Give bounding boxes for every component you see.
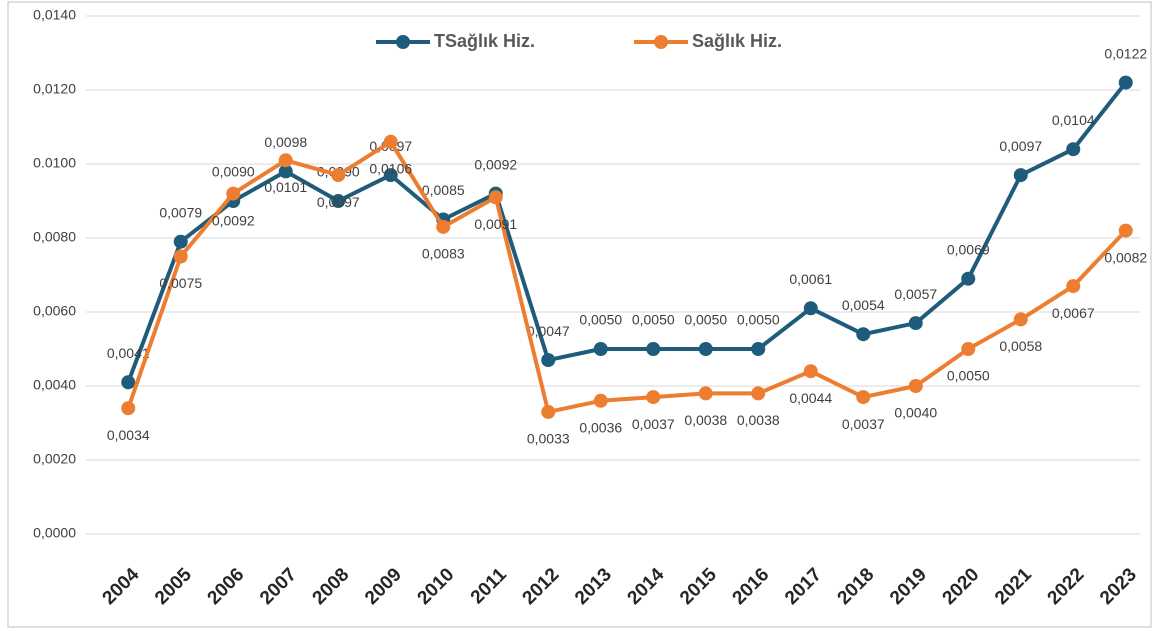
data-point bbox=[908, 316, 923, 331]
data-label: 0,0082 bbox=[1104, 249, 1147, 265]
data-label: 0,0057 bbox=[894, 286, 937, 302]
data-label: 0,0122 bbox=[1104, 45, 1147, 61]
data-label: 0,0083 bbox=[422, 246, 465, 262]
y-tick-label: 0,0020 bbox=[33, 451, 76, 467]
data-label: 0,0050 bbox=[684, 312, 727, 328]
data-point bbox=[646, 342, 661, 356]
data-point bbox=[698, 342, 713, 356]
legend-label: TSağlık Hiz. bbox=[434, 31, 535, 51]
data-point bbox=[278, 153, 293, 168]
data-label: 0,0050 bbox=[737, 312, 780, 328]
data-point bbox=[121, 401, 136, 416]
data-point bbox=[331, 194, 346, 208]
data-label: 0,0067 bbox=[1052, 305, 1095, 321]
data-label: 0,0092 bbox=[474, 156, 517, 172]
data-label: 0,0085 bbox=[422, 182, 465, 198]
data-label: 0,0047 bbox=[527, 323, 570, 339]
legend-marker bbox=[396, 35, 410, 49]
chart-frame bbox=[7, 1, 1152, 628]
data-point bbox=[908, 379, 923, 393]
data-point bbox=[541, 404, 556, 419]
data-point bbox=[331, 168, 346, 183]
data-point bbox=[383, 134, 398, 149]
data-label: 0,0034 bbox=[107, 427, 150, 443]
data-point bbox=[593, 342, 608, 356]
data-label: 0,0098 bbox=[264, 134, 307, 150]
data-label: 0,0037 bbox=[632, 416, 675, 432]
data-label: 0,0097 bbox=[317, 194, 360, 210]
data-point bbox=[173, 234, 188, 249]
data-point bbox=[803, 301, 818, 316]
data-point bbox=[173, 249, 188, 264]
data-point bbox=[1066, 279, 1081, 294]
y-tick-label: 0,0140 bbox=[33, 7, 76, 23]
data-point bbox=[593, 393, 608, 408]
data-label: 0,0079 bbox=[159, 204, 202, 220]
data-point bbox=[803, 364, 818, 379]
data-point bbox=[751, 342, 766, 356]
data-label: 0,0061 bbox=[789, 271, 832, 287]
data-point bbox=[856, 390, 871, 405]
data-point bbox=[226, 186, 241, 201]
data-point bbox=[1118, 223, 1133, 238]
data-label: 0,0050 bbox=[579, 312, 622, 328]
data-point bbox=[1066, 142, 1081, 157]
data-label: 0,0092 bbox=[212, 212, 255, 228]
data-point bbox=[1013, 312, 1028, 327]
data-label: 0,0069 bbox=[947, 241, 990, 257]
data-label: 0,0104 bbox=[1052, 112, 1095, 128]
data-point bbox=[1013, 168, 1028, 183]
data-label: 0,0037 bbox=[842, 416, 885, 432]
data-label: 0,0101 bbox=[264, 179, 307, 195]
data-label: 0,0106 bbox=[369, 161, 412, 177]
data-point bbox=[436, 219, 451, 234]
y-tick-label: 0,0120 bbox=[33, 81, 76, 97]
series-line bbox=[126, 139, 1128, 414]
data-label: 0,0050 bbox=[947, 368, 990, 384]
data-label: 0,0058 bbox=[999, 338, 1042, 354]
data-label: 0,0038 bbox=[684, 412, 727, 428]
data-label: 0,0050 bbox=[632, 312, 675, 328]
y-tick-label: 0,0080 bbox=[33, 229, 76, 245]
data-point bbox=[121, 375, 136, 390]
y-tick-label: 0,0040 bbox=[33, 377, 76, 393]
data-label: 0,0097 bbox=[999, 138, 1042, 154]
data-label: 0,0091 bbox=[474, 216, 517, 232]
y-tick-label: 0.0100 bbox=[33, 155, 76, 171]
data-label: 0,0040 bbox=[894, 405, 937, 421]
data-point bbox=[961, 342, 976, 356]
data-point bbox=[856, 327, 871, 342]
data-point bbox=[698, 386, 713, 401]
data-point bbox=[646, 390, 661, 405]
data-label: 0,0033 bbox=[527, 431, 570, 447]
data-point bbox=[961, 271, 976, 286]
data-label: 0,0044 bbox=[789, 390, 832, 406]
y-tick-label: 0,0060 bbox=[33, 303, 76, 319]
data-label: 0,0036 bbox=[579, 420, 622, 436]
data-label: 0,0054 bbox=[842, 297, 885, 313]
data-label: 0,0041 bbox=[107, 345, 150, 361]
data-label: 0,0075 bbox=[159, 275, 202, 291]
legend-label: Sağlık Hiz. bbox=[692, 31, 782, 51]
data-point bbox=[278, 164, 293, 179]
legend-marker bbox=[654, 35, 668, 49]
y-tick-label: 0,0000 bbox=[33, 525, 76, 541]
data-point bbox=[383, 168, 398, 183]
series-line bbox=[126, 81, 1128, 383]
data-point bbox=[488, 190, 503, 205]
data-point bbox=[541, 353, 556, 368]
data-point bbox=[751, 386, 766, 401]
data-label: 0,0090 bbox=[212, 164, 255, 180]
data-point bbox=[1118, 75, 1133, 90]
data-label: 0,0038 bbox=[737, 412, 780, 428]
